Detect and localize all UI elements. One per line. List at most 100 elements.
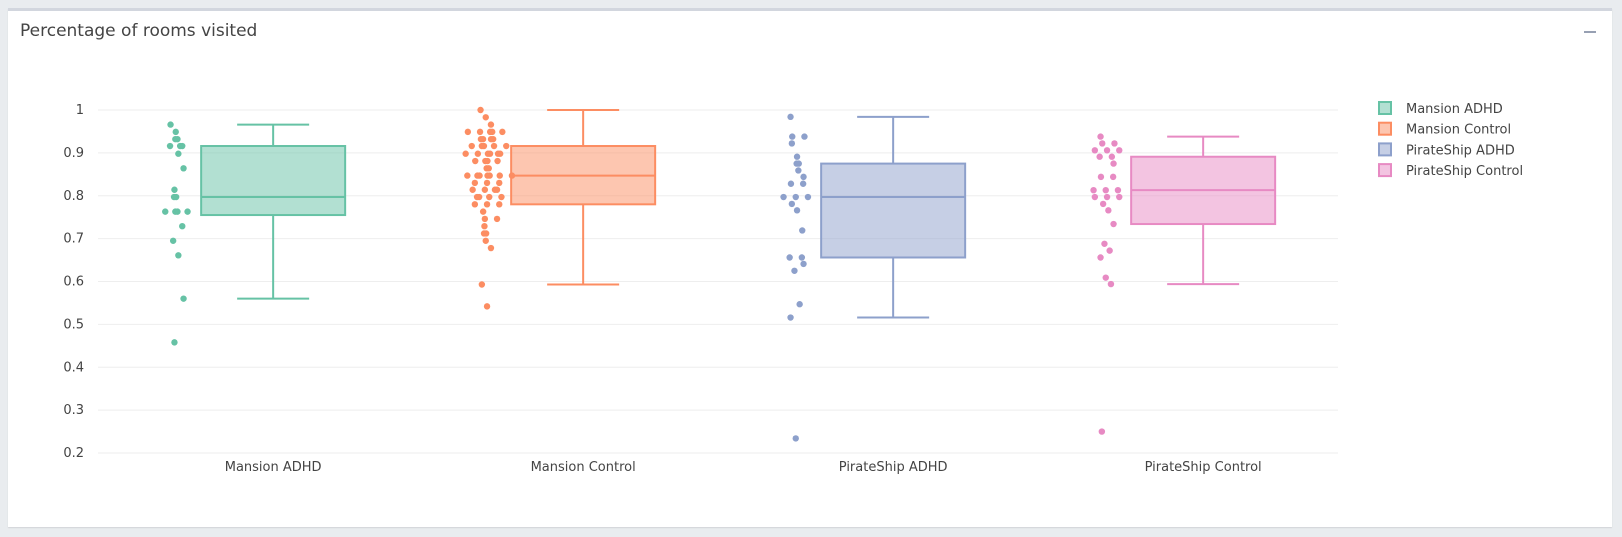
- data-point: [788, 140, 796, 147]
- data-point: [184, 208, 191, 215]
- data-point: [464, 128, 472, 136]
- data-point: [170, 193, 178, 201]
- data-point: [487, 135, 495, 143]
- data-point: [1096, 153, 1103, 160]
- data-point: [487, 244, 495, 252]
- data-point: [787, 113, 794, 121]
- data-point: [483, 303, 491, 310]
- data-point: [471, 201, 479, 208]
- data-point: [1099, 200, 1107, 208]
- data-point: [1107, 280, 1115, 288]
- x-tick-label: Mansion Control: [531, 460, 636, 475]
- data-point: [172, 128, 179, 136]
- data-point: [477, 106, 484, 114]
- data-point: [478, 142, 486, 150]
- data-point: [796, 301, 803, 308]
- data-point: [483, 165, 490, 172]
- data-point: [793, 207, 801, 214]
- data-point: [474, 150, 482, 157]
- data-point: [473, 193, 481, 201]
- data-point: [483, 179, 491, 187]
- data-point: [180, 295, 187, 302]
- y-tick-label: 0.9: [63, 146, 84, 161]
- data-point: [476, 128, 484, 136]
- data-point: [487, 121, 495, 128]
- data-point: [1090, 186, 1097, 194]
- legend-label: Mansion Control: [1406, 123, 1511, 138]
- y-tick-label: 0.4: [63, 360, 84, 375]
- data-point: [484, 150, 492, 157]
- y-tick-label: 1: [76, 103, 84, 118]
- data-point: [480, 230, 488, 237]
- data-point: [1109, 173, 1117, 181]
- y-tick-label: 0.2: [63, 446, 84, 461]
- data-point: [792, 435, 799, 442]
- data-point: [1111, 140, 1118, 147]
- data-point: [1116, 147, 1123, 154]
- data-point: [1101, 240, 1108, 247]
- data-point: [789, 133, 796, 140]
- chart-panel: Percentage of rooms visited: [8, 8, 1612, 527]
- legend-label: PirateShip ADHD: [1406, 143, 1515, 158]
- data-point: [1114, 186, 1122, 194]
- data-point: [1097, 133, 1104, 140]
- data-point: [792, 193, 799, 201]
- data-point: [791, 267, 798, 274]
- data-point: [798, 254, 806, 261]
- data-point: [498, 193, 505, 201]
- data-point: [494, 157, 501, 165]
- y-tick-label: 0.6: [63, 275, 84, 290]
- data-point: [499, 128, 506, 136]
- data-point: [496, 201, 503, 208]
- data-point: [175, 252, 182, 259]
- data-point: [1091, 147, 1099, 154]
- minus-icon[interactable]: [1582, 25, 1598, 39]
- data-point: [474, 172, 481, 179]
- data-point: [462, 150, 469, 157]
- data-point: [1099, 140, 1106, 147]
- data-point: [496, 179, 503, 187]
- data-point: [508, 172, 516, 179]
- data-point: [469, 186, 476, 193]
- x-tick-label: PirateShip Control: [1145, 460, 1262, 475]
- data-point: [172, 208, 179, 215]
- data-point: [482, 114, 489, 121]
- data-point: [1102, 186, 1109, 194]
- data-point: [477, 135, 485, 143]
- panel-title: Percentage of rooms visited: [20, 21, 258, 41]
- data-point: [1103, 193, 1111, 201]
- data-point: [1110, 160, 1117, 167]
- data-point: [179, 222, 186, 230]
- data-point: [486, 193, 493, 201]
- data-point: [1110, 220, 1117, 228]
- x-tick-label: PirateShip ADHD: [839, 460, 948, 475]
- data-point: [171, 186, 178, 193]
- y-tick-label: 0.8: [63, 189, 84, 204]
- data-point: [800, 260, 807, 268]
- data-point: [496, 172, 503, 179]
- data-point: [786, 254, 793, 261]
- data-point: [1106, 247, 1113, 254]
- data-point: [464, 172, 471, 179]
- data-point: [1105, 207, 1112, 214]
- data-point: [787, 314, 794, 321]
- data-point: [483, 201, 491, 208]
- data-point: [787, 180, 795, 187]
- legend-label: PirateShip Control: [1406, 164, 1523, 179]
- data-point: [482, 157, 489, 165]
- y-tick-label: 0.7: [63, 232, 84, 247]
- data-point: [1103, 147, 1111, 154]
- data-point: [503, 142, 510, 150]
- legend-swatch: [1378, 163, 1392, 178]
- data-point: [481, 186, 489, 193]
- box-iqr: [820, 162, 967, 259]
- x-tick-label: Mansion ADHD: [225, 460, 322, 475]
- data-point: [1097, 173, 1105, 181]
- data-point: [494, 150, 502, 157]
- data-point: [171, 339, 178, 346]
- data-point: [176, 142, 184, 150]
- data-point: [793, 153, 801, 160]
- data-point: [167, 121, 174, 128]
- y-tick-label: 0.3: [63, 403, 84, 418]
